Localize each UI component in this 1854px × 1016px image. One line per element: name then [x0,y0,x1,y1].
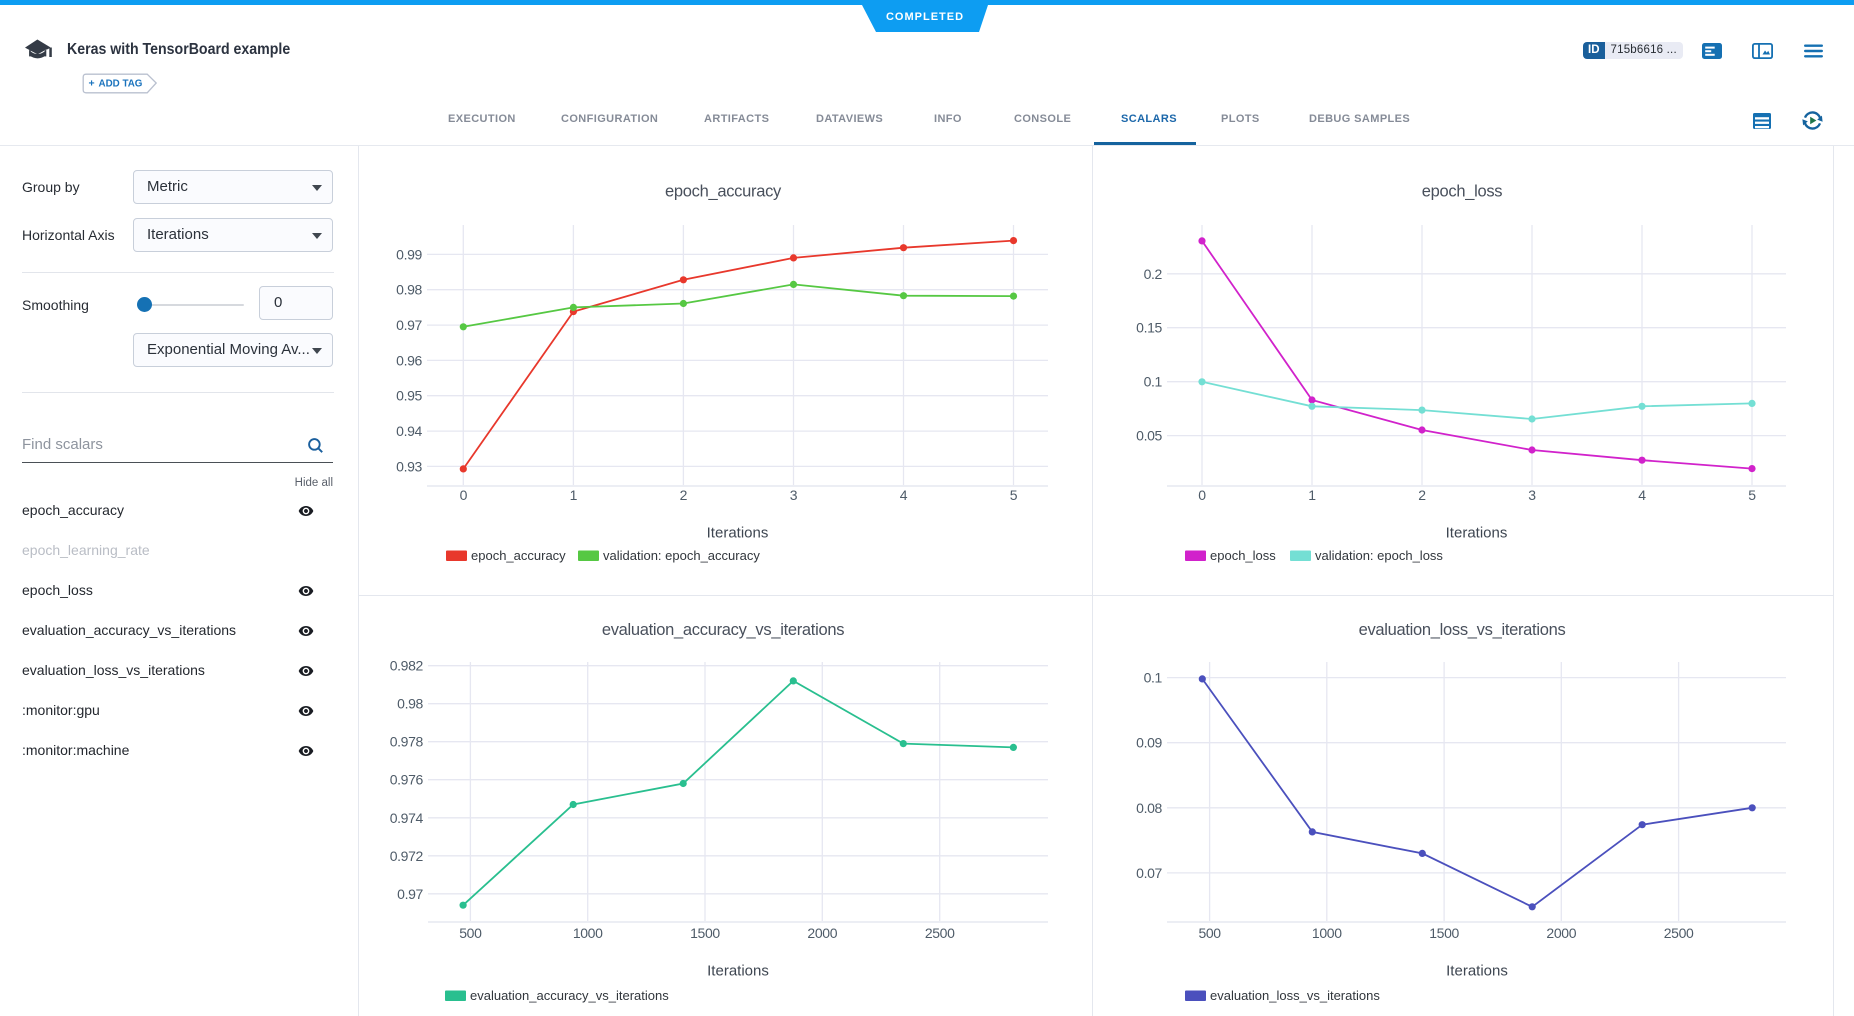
svg-text:0.1: 0.1 [1144,670,1163,686]
svg-text:0.976: 0.976 [390,772,424,788]
svg-text:epoch_loss: epoch_loss [1422,183,1503,201]
svg-text:Iterations: Iterations [1446,525,1508,542]
svg-text:5: 5 [1010,487,1018,503]
svg-text:500: 500 [459,925,482,941]
svg-text:2500: 2500 [1664,925,1694,941]
svg-text:0.96: 0.96 [396,352,422,368]
svg-text:0.93: 0.93 [396,458,422,474]
svg-text:3: 3 [1528,487,1536,503]
svg-text:0.978: 0.978 [390,734,424,750]
svg-text:0.982: 0.982 [390,658,424,674]
svg-text:validation: epoch_accuracy: validation: epoch_accuracy [603,548,760,563]
svg-text:0.08: 0.08 [1136,800,1162,816]
svg-text:evaluation_accuracy_vs_iterati: evaluation_accuracy_vs_iterations [602,621,844,639]
svg-text:0.974: 0.974 [390,810,424,826]
svg-text:2000: 2000 [807,925,837,941]
svg-text:0.05: 0.05 [1136,428,1162,444]
svg-text:ADD TAG: ADD TAG [99,78,143,89]
svg-text:0.2: 0.2 [1144,266,1163,282]
svg-text:0.98: 0.98 [396,282,422,298]
svg-text:+: + [89,78,95,90]
svg-text:3: 3 [790,487,798,503]
svg-text:epoch_accuracy: epoch_accuracy [471,548,566,563]
svg-text:evaluation_accuracy_vs_iterati: evaluation_accuracy_vs_iterations [470,988,669,1003]
svg-text:0.98: 0.98 [397,696,423,712]
svg-text:2500: 2500 [925,925,955,941]
svg-text:0.1: 0.1 [1144,374,1163,390]
svg-text:0.99: 0.99 [396,246,422,262]
svg-text:validation: epoch_loss: validation: epoch_loss [1315,548,1443,563]
svg-text:epoch_loss: epoch_loss [1210,548,1276,563]
svg-text:Iterations: Iterations [707,525,769,542]
svg-text:evaluation_loss_vs_iterations: evaluation_loss_vs_iterations [1359,621,1566,639]
svg-text:0.94: 0.94 [396,423,422,439]
svg-text:0.95: 0.95 [396,388,422,404]
svg-text:0.972: 0.972 [390,848,424,864]
svg-text:500: 500 [1198,925,1221,941]
svg-text:1000: 1000 [573,925,603,941]
svg-text:1000: 1000 [1312,925,1342,941]
svg-text:5: 5 [1748,487,1756,503]
svg-text:0.07: 0.07 [1136,865,1162,881]
svg-text:2: 2 [680,487,688,503]
svg-text:0.97: 0.97 [396,317,422,333]
svg-text:epoch_accuracy: epoch_accuracy [665,183,782,201]
svg-text:evaluation_loss_vs_iterations: evaluation_loss_vs_iterations [1210,988,1380,1003]
svg-text:2: 2 [1418,487,1426,503]
svg-text:Iterations: Iterations [707,963,769,980]
svg-text:0.09: 0.09 [1136,735,1162,751]
svg-text:1: 1 [1308,487,1316,503]
svg-text:0.15: 0.15 [1136,320,1162,336]
svg-text:1500: 1500 [690,925,720,941]
svg-text:2000: 2000 [1546,925,1576,941]
svg-text:Iterations: Iterations [1446,963,1508,980]
svg-text:1: 1 [570,487,578,503]
svg-text:0: 0 [1198,487,1206,503]
svg-text:1500: 1500 [1429,925,1459,941]
svg-text:4: 4 [900,487,908,503]
svg-text:0.97: 0.97 [397,886,423,902]
svg-text:4: 4 [1638,487,1646,503]
svg-text:0: 0 [460,487,468,503]
